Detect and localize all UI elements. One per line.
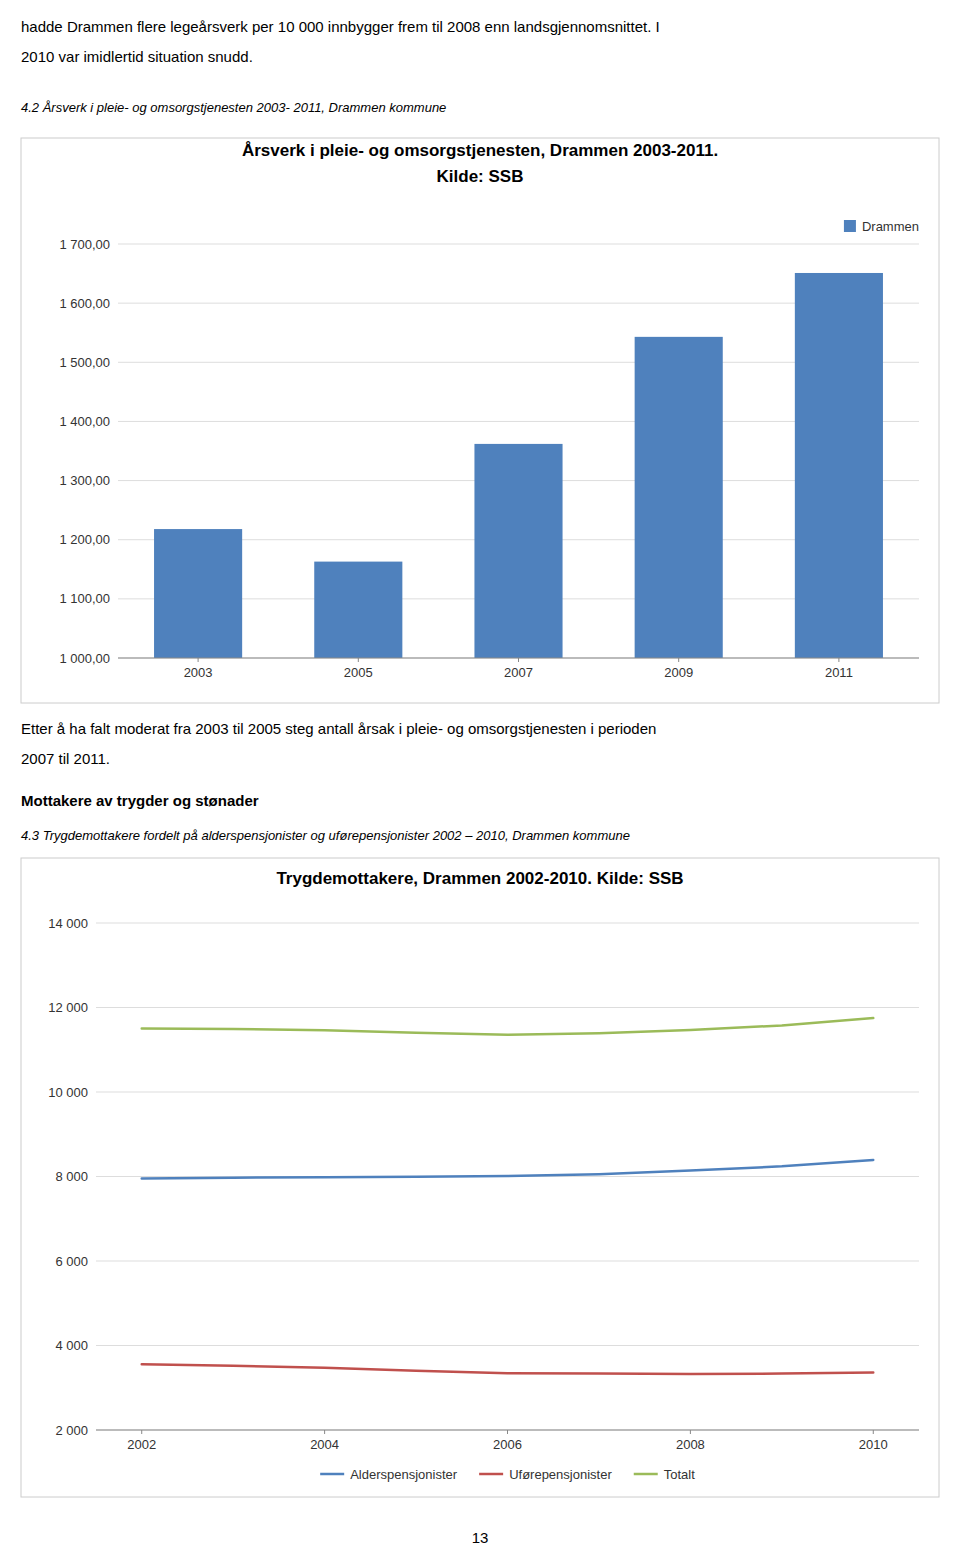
x-tick [141, 1430, 142, 1434]
grid-line [96, 1430, 919, 1431]
x-tick [873, 1430, 874, 1434]
x-tick [358, 658, 359, 662]
x-axis [118, 658, 919, 659]
y-tick-label: 1 700,00 [59, 237, 110, 252]
y-tick-label: 12 000 [48, 1000, 88, 1015]
legend-swatch [634, 1473, 658, 1476]
x-tick [324, 1430, 325, 1434]
x-tick [838, 658, 839, 662]
line [142, 1160, 874, 1179]
legend-label: Alderspensjonister [350, 1467, 458, 1482]
x-tick-label: 2007 [504, 665, 533, 680]
page: hadde Drammen flere legeårsverk per 10 0… [0, 0, 960, 1561]
legend-swatch [844, 220, 856, 232]
y-tick-label: 2 000 [55, 1423, 88, 1438]
grid-line [118, 658, 919, 659]
x-tick [690, 1430, 691, 1434]
legend-label: Totalt [664, 1467, 695, 1482]
y-tick-label: 14 000 [48, 916, 88, 931]
x-tick [518, 658, 519, 662]
grid-line [118, 244, 919, 245]
x-tick [198, 658, 199, 662]
y-tick-label: 1 500,00 [59, 355, 110, 370]
body-text: 2010 var imidlertid situation snudd. [21, 48, 253, 65]
legend-swatch [320, 1473, 344, 1476]
bar [314, 562, 402, 658]
grid-line [96, 1007, 919, 1008]
grid-line [96, 1261, 919, 1262]
grid-line [96, 1092, 919, 1093]
y-tick-label: 1 200,00 [59, 532, 110, 547]
chart: Årsverk i pleie- og omsorgstjenesten, Dr… [21, 138, 939, 1249]
x-axis [96, 1430, 919, 1431]
chart-frame [21, 858, 939, 1497]
x-tick-label: 2005 [344, 665, 373, 680]
line [142, 1018, 874, 1035]
y-tick-label: 10 000 [48, 1085, 88, 1100]
legend-item: Totalt [634, 1467, 695, 1482]
plot-area [154, 273, 883, 658]
y-tick-label: 1 000,00 [59, 651, 110, 666]
y-tick-label: 4 000 [55, 1338, 88, 1353]
chart-title: Årsverk i pleie- og omsorgstjenesten, Dr… [242, 141, 718, 160]
chart: Trygdemottakere, Drammen 2002-2010. Kild… [21, 858, 939, 1497]
chart-subtitle: Kilde: SSB [437, 167, 524, 186]
line [142, 1364, 874, 1374]
y-tick-label: 1 300,00 [59, 473, 110, 488]
x-tick-label: 2008 [676, 1437, 705, 1452]
y-tick-label: 1 400,00 [59, 414, 110, 429]
y-tick-label: 8 000 [55, 1169, 88, 1184]
heading: Mottakere av trygder og stønader [21, 792, 259, 809]
legend-label: Drammen [862, 219, 919, 234]
legend-item: Drammen [844, 219, 919, 234]
x-tick-label: 2004 [310, 1437, 339, 1452]
legend: Alderspensjonister Uførepensjonister Total… [320, 1467, 695, 1482]
x-tick [507, 1430, 508, 1434]
y-tick-label: 1 100,00 [59, 591, 110, 606]
x-tick-label: 2003 [184, 665, 213, 680]
page-number: 13 [472, 1529, 489, 1546]
bar [154, 529, 242, 658]
bar [795, 273, 883, 658]
legend: Drammen [844, 219, 919, 234]
caption: 4.2 Årsverk i pleie- og omsorgstjenesten… [21, 100, 446, 115]
body-text: Etter å ha falt moderat fra 2003 til 200… [21, 720, 656, 737]
legend-swatch [479, 1473, 503, 1476]
bar [635, 337, 723, 658]
x-tick-label: 2002 [127, 1437, 156, 1452]
chart-title: Trygdemottakere, Drammen 2002-2010. Kild… [276, 869, 683, 888]
x-tick-label: 2010 [859, 1437, 888, 1452]
grid-line [96, 923, 919, 924]
legend-item: Uførepensjonister [479, 1467, 612, 1482]
bar [474, 444, 562, 658]
body-text: hadde Drammen flere legeårsverk per 10 0… [21, 18, 660, 35]
x-tick-label: 2006 [493, 1437, 522, 1452]
legend-label: Uførepensjonister [509, 1467, 612, 1482]
x-tick-label: 2009 [664, 665, 693, 680]
x-tick-label: 2011 [825, 665, 853, 680]
x-tick [678, 658, 679, 662]
body-text: 2007 til 2011. [21, 750, 110, 767]
plot-area [142, 1018, 874, 1374]
grid-line [96, 1345, 919, 1346]
caption: 4.3 Trygdemottakere fordelt på alderspen… [21, 828, 630, 843]
y-tick-label: 6 000 [55, 1254, 88, 1269]
y-tick-label: 1 600,00 [59, 296, 110, 311]
legend-item: Alderspensjonister [320, 1467, 458, 1482]
